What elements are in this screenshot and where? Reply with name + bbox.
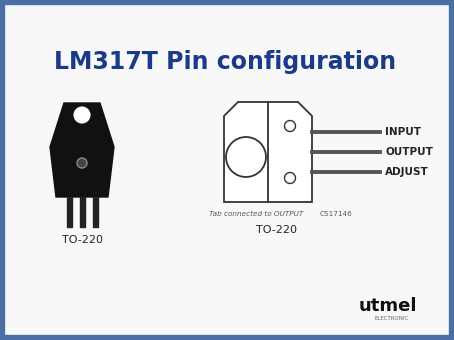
Circle shape: [285, 120, 296, 132]
Polygon shape: [224, 102, 312, 202]
Text: TO-220: TO-220: [61, 235, 103, 245]
Text: utmel: utmel: [359, 297, 417, 315]
Polygon shape: [50, 103, 114, 197]
Text: TO-220: TO-220: [256, 225, 296, 235]
Circle shape: [226, 137, 266, 177]
Text: CS17146: CS17146: [320, 211, 353, 217]
Circle shape: [74, 107, 89, 122]
Text: ADJUST: ADJUST: [385, 167, 429, 177]
Circle shape: [285, 172, 296, 184]
Circle shape: [77, 158, 87, 168]
Text: INPUT: INPUT: [385, 127, 421, 137]
Bar: [93, 197, 98, 227]
Bar: [79, 197, 84, 227]
Text: LM317T Pin configuration: LM317T Pin configuration: [54, 50, 396, 74]
Text: Tab connected to OUTPUT: Tab connected to OUTPUT: [209, 211, 303, 217]
Bar: [66, 197, 71, 227]
Text: OUTPUT: OUTPUT: [385, 147, 433, 157]
Text: ELECTRONIC: ELECTRONIC: [375, 316, 409, 321]
